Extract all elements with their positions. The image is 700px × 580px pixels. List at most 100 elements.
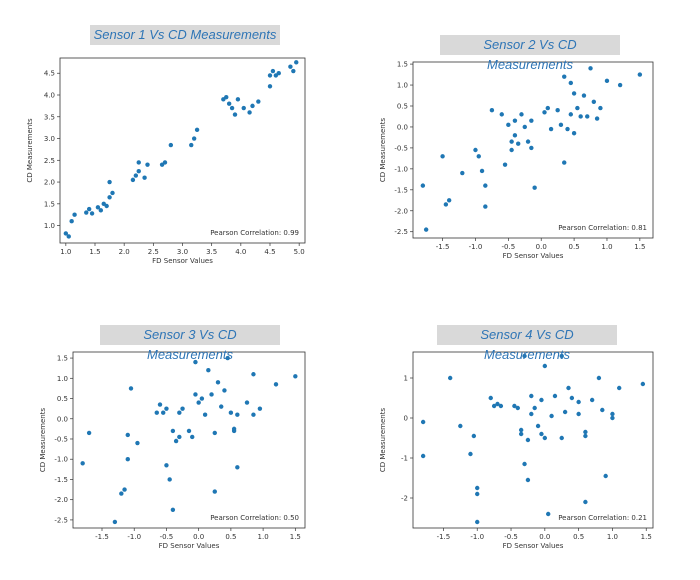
y-tick-label: 1.0 (44, 222, 55, 230)
data-point (420, 183, 426, 188)
data-point (532, 185, 537, 190)
data-point (591, 99, 597, 105)
x-tick-label: -1.0 (469, 243, 483, 251)
data-point (588, 66, 593, 71)
data-point (568, 80, 574, 86)
y-tick-label: -2.5 (54, 516, 68, 524)
data-point (256, 99, 261, 104)
data-point (446, 198, 452, 203)
y-tick-label: 1.5 (44, 200, 55, 208)
data-point (562, 74, 567, 79)
scatter-plot: -1.5 -1.0 -0.5 0.0 0.5 1.0 1.5 -2 -1 0 1 FD Sensor … (379, 351, 654, 550)
x-tick-label: -1.5 (437, 533, 451, 541)
x-tick-label: 5.0 (294, 248, 305, 256)
chart-panel-1: Sensor 1 Vs CD Measurements 1.0 1.5 2.0 2.5… (20, 25, 320, 270)
data-point (162, 160, 168, 165)
data-point (440, 154, 445, 159)
x-tick-label: 1.5 (89, 248, 100, 256)
data-point (512, 133, 518, 138)
y-tick-label: 1.5 (397, 61, 408, 69)
y-tick-label: 3.5 (44, 113, 55, 121)
data-point (226, 101, 232, 106)
data-point (189, 142, 194, 148)
data-point (110, 190, 115, 196)
data-point (194, 127, 200, 133)
y-tick-label: -0.5 (394, 144, 408, 152)
x-tick-label: 2.0 (119, 248, 130, 256)
data-point (177, 434, 182, 440)
data-point (571, 91, 577, 96)
y-tick-label: 1 (404, 375, 408, 383)
x-tick-label: 0.0 (193, 533, 204, 541)
data-point (578, 114, 583, 119)
data-point (502, 162, 508, 167)
data-point (167, 477, 172, 482)
x-tick-label: 0.5 (573, 533, 584, 541)
data-point (576, 411, 581, 417)
pearson-correlation-label: Pearson Correlation: 0.81 (558, 224, 647, 232)
y-tick-label: 0.0 (57, 415, 68, 423)
chart-panel-3: Sensor 3 Vs CD Measurements -1.5 -1.0 -0.5… (25, 325, 315, 555)
scatter-plot: 1.0 1.5 2.0 2.5 3.0 3.5 4.0 4.5 5.0 1.0 1.5 2.0 2.5 3… (26, 57, 306, 265)
data-point (589, 397, 595, 403)
data-point (539, 397, 544, 403)
pearson-correlation-label: Pearson Correlation: 0.50 (210, 514, 299, 522)
y-tick-label: -0.5 (54, 435, 68, 443)
data-point (546, 511, 551, 517)
data-point (107, 195, 112, 200)
data-point (241, 105, 246, 111)
data-point (568, 112, 574, 117)
data-point (420, 419, 426, 425)
x-tick-label: -0.5 (502, 243, 516, 251)
data-point (525, 477, 531, 483)
x-axis-label: FD Sensor Values (503, 542, 564, 550)
scatter-plot: -1.5 -1.0 -0.5 0.0 0.5 1.0 1.5 -2.5 -2.0 -1.5 -1.0… (379, 61, 654, 260)
data-point (529, 118, 534, 123)
x-tick-label: 1.0 (258, 533, 269, 541)
data-point (460, 170, 465, 176)
data-point (224, 94, 229, 100)
data-point (583, 433, 588, 439)
data-point (616, 385, 622, 391)
data-point (232, 112, 238, 117)
data-point (251, 372, 256, 377)
data-point (598, 105, 603, 111)
chart-panel-2: Sensor 2 Vs CD Measurements -1.5 -1.0 -0.5… (375, 35, 665, 265)
data-point (604, 78, 610, 84)
data-point (473, 147, 478, 153)
y-tick-label: 2.5 (44, 157, 55, 165)
data-point (562, 160, 567, 165)
data-point (267, 84, 273, 89)
data-point (222, 388, 227, 393)
y-tick-label: 1.0 (397, 82, 408, 90)
data-point (136, 168, 141, 174)
data-point (170, 428, 176, 434)
data-point (235, 412, 240, 417)
data-point (522, 461, 527, 467)
x-tick-label: 4.5 (264, 248, 275, 256)
y-tick-label: 0 (404, 415, 408, 423)
data-point (125, 457, 130, 462)
x-tick-label: 4.0 (235, 248, 246, 256)
data-point (483, 204, 488, 209)
data-point (566, 385, 571, 391)
x-tick-label: 3.5 (206, 248, 217, 256)
data-point (562, 409, 568, 415)
data-point (95, 205, 101, 210)
data-point (84, 210, 89, 215)
y-tick-label: 1.0 (57, 375, 68, 383)
data-point (164, 463, 169, 468)
data-point (219, 404, 224, 409)
data-point (475, 519, 480, 525)
x-axis-label: FD Sensor Values (503, 252, 564, 260)
data-point (173, 438, 179, 444)
data-point (559, 435, 564, 441)
data-point (209, 392, 214, 397)
data-point (186, 428, 192, 434)
y-tick-label: -1.0 (54, 456, 68, 464)
data-point (420, 453, 426, 459)
y-tick-label: -2 (401, 495, 408, 503)
y-tick-label: -1.5 (394, 186, 408, 194)
data-point (191, 136, 197, 141)
data-point (130, 177, 136, 183)
